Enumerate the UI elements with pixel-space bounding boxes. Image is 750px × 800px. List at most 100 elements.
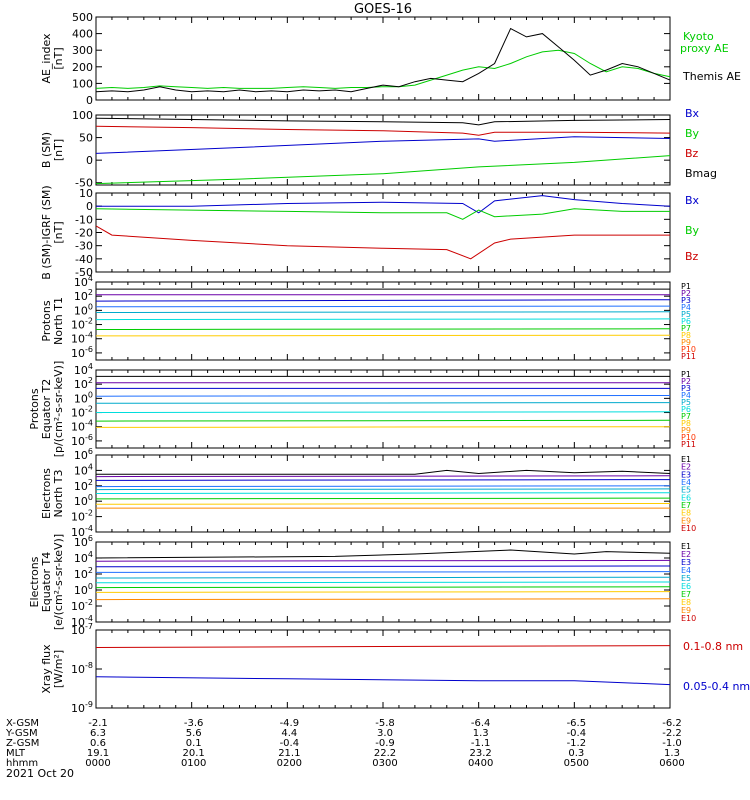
legend-p7: P7 <box>681 412 691 421</box>
y-axis-label: North T3 <box>52 470 65 518</box>
y-tick-label: 0 <box>86 154 93 167</box>
legend-e2: E2 <box>681 550 691 559</box>
series-line-p7 <box>95 328 671 330</box>
legend-p10: P10 <box>681 433 696 442</box>
ephem-label-x-gsm: X-GSM <box>6 718 39 729</box>
legend-p2: P2 <box>681 377 691 386</box>
series-line-bx <box>96 195 671 214</box>
legend-e3: E3 <box>681 470 691 479</box>
legend-by: By <box>685 127 700 140</box>
series-line-e1 <box>95 549 671 559</box>
y-tick-label: -40 <box>75 253 93 266</box>
y-tick-label: 10 <box>79 187 93 200</box>
y-tick-label: -30 <box>75 240 93 253</box>
y-axis-label: [nT] <box>52 139 65 161</box>
y-tick-label: -20 <box>75 227 93 240</box>
y-tick-label: 10-7 <box>71 622 93 637</box>
legend-kyoto-proxy-ae: Kyoto proxy AE <box>680 30 729 55</box>
panel-frame <box>95 281 671 361</box>
ephem-value: 0.3 <box>568 748 584 759</box>
legend-themis-ae: Themis AE <box>682 70 741 83</box>
series-line-e2 <box>95 475 671 478</box>
panel-8: 10-9 10-8 10-7 Xray flux [W/m²] 0.1-0.8 nm 0.0… <box>40 622 750 715</box>
ephem-value: 4.4 <box>281 728 297 739</box>
series-line-e8 <box>95 503 671 505</box>
legend-by: By <box>685 224 700 237</box>
ephem-value: -1.0 <box>662 738 682 749</box>
y-tick-label: 10-2 <box>71 598 93 613</box>
ephem-value: 0.6 <box>90 738 106 749</box>
y-tick-label: 0 <box>86 200 93 213</box>
legend-e9: E9 <box>681 606 691 615</box>
panel-1: 0 100 200 300 400 500 AE_index [nT] Kyoto proxy A… <box>40 11 741 107</box>
series-line-0-05-0-4-nm <box>95 676 671 686</box>
legend-p7: P7 <box>681 324 691 333</box>
y-axis-label: [W/m²] <box>52 650 65 688</box>
series-line-p8 <box>95 334 671 337</box>
series-line-e1 <box>96 469 671 475</box>
ephem-value: 0100 <box>181 758 206 769</box>
y-tick-label: 100 <box>72 109 93 122</box>
y-tick-label: 100 <box>74 493 93 508</box>
date-label: 2021 Oct 20 <box>6 767 74 780</box>
legend-e6: E6 <box>681 493 691 502</box>
ephem-value: 0300 <box>372 758 397 769</box>
ephem-value: -5.8 <box>375 718 395 729</box>
legend-bz: Bz <box>685 147 699 160</box>
ephem-value: 0.1 <box>186 738 202 749</box>
y-axis-label: Protons <box>40 300 53 341</box>
figure-title: GOES-16 <box>354 2 412 17</box>
legend-e10: E10 <box>681 524 696 533</box>
legend-p1: P1 <box>681 282 691 291</box>
series-line-p7 <box>95 419 671 422</box>
y-tick-label: 104 <box>74 362 93 377</box>
legend-p5: P5 <box>681 398 691 407</box>
series-line-e3 <box>95 565 671 568</box>
legend-e4: E4 <box>681 478 691 487</box>
legend-e9: E9 <box>681 516 691 525</box>
ephem-value: 21.1 <box>278 748 300 759</box>
legend-p9: P9 <box>681 338 691 347</box>
ephem-value: 0400 <box>468 758 493 769</box>
y-tick-label: 0 <box>86 94 93 107</box>
legend-e7: E7 <box>681 590 691 599</box>
series-line-p4 <box>95 395 671 397</box>
panel-frame <box>95 16 671 101</box>
ephem-value: 0500 <box>564 758 589 769</box>
y-tick-label: 50 <box>79 132 93 145</box>
y-axis-label: Electrons <box>28 556 41 607</box>
ephem-value: 0200 <box>277 758 302 769</box>
series-line-themis-ae <box>95 27 671 93</box>
legend-e5: E5 <box>681 574 691 583</box>
ephem-value: 1.3 <box>473 728 489 739</box>
ephem-label-y-gsm: Y-GSM <box>5 728 38 739</box>
panel-2: -50 0 50 100 B (SM) [nT] Bx By Bz Bmag <box>40 107 717 190</box>
series-line-e4 <box>95 571 671 573</box>
y-axis-label: Protons <box>28 388 41 429</box>
ephem-value: 0000 <box>85 758 110 769</box>
y-axis-label: Equator T2 <box>40 379 53 439</box>
series-line-e6 <box>95 581 671 584</box>
series-line-p5 <box>95 311 671 313</box>
y-axis-label: B (SM)-IGRF (SM) <box>40 185 53 279</box>
ephem-label-hhmm: hhmm <box>6 758 38 769</box>
legend-p11: P11 <box>681 440 696 449</box>
y-tick-label: 500 <box>72 11 93 24</box>
series-line-by <box>95 208 670 220</box>
panel-frame <box>95 369 671 449</box>
legend-e7: E7 <box>681 501 691 510</box>
ephem-value: -0.4 <box>280 738 300 749</box>
series-line-bz <box>95 225 670 260</box>
series-line-p6 <box>95 411 671 413</box>
y-tick-label: 104 <box>74 274 93 289</box>
y-tick-label: 10-4 <box>71 419 93 434</box>
series-line-bx <box>95 136 671 154</box>
ephem-value: -6.4 <box>471 718 491 729</box>
y-tick-label: 102 <box>74 566 93 581</box>
ephem-value: 0600 <box>659 758 684 769</box>
legend-0-05-0-4-nm: 0.05-0.4 nm <box>683 680 750 693</box>
